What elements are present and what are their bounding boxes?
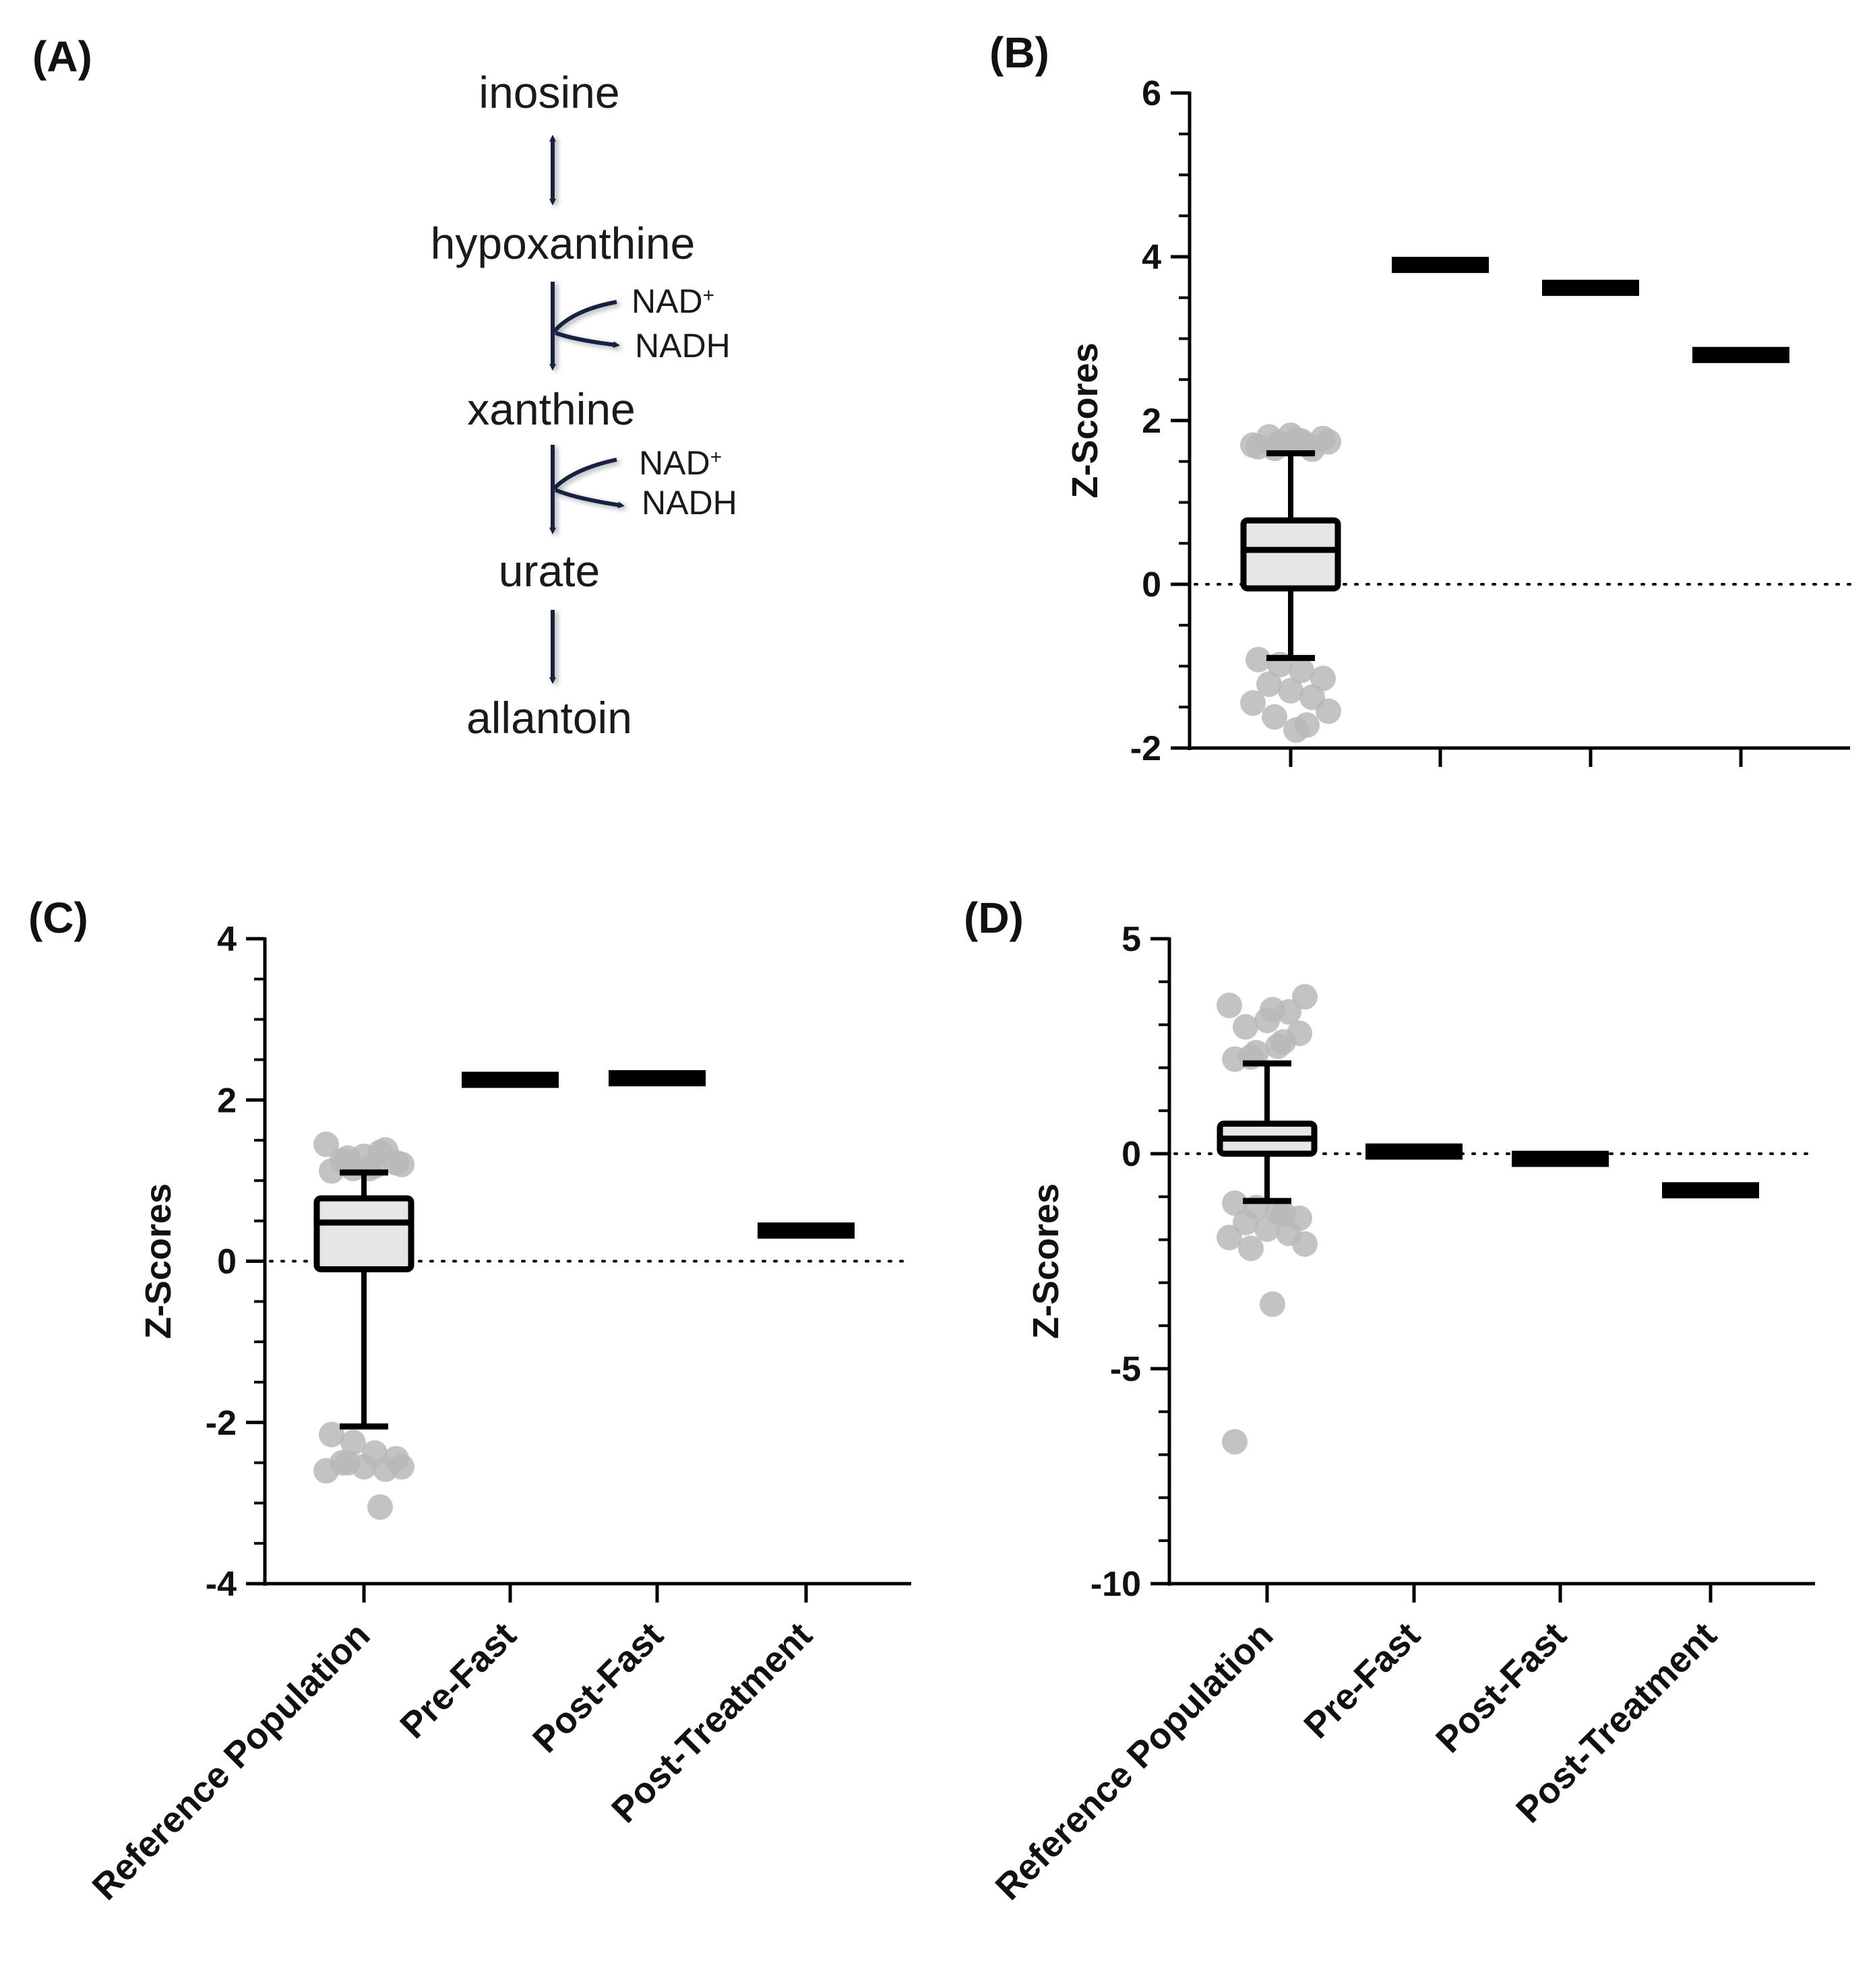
cofactor-nad-1: NAD+ <box>632 282 714 320</box>
outlier-point <box>1316 429 1341 455</box>
y-tick-label: 2 <box>217 1081 237 1120</box>
y-tick-label: 6 <box>1142 74 1161 113</box>
outlier-point <box>1310 665 1336 691</box>
cofactor-nadh-2: NADH <box>642 484 737 522</box>
outlier-point <box>1256 671 1282 697</box>
category-label: Post-Fast <box>1428 1615 1574 1760</box>
y-tick-label: -2 <box>206 1404 237 1443</box>
metabolite-inosine: inosine <box>479 67 619 117</box>
y-axis-title: Z-Scores <box>138 1183 179 1339</box>
outlier-point <box>1238 1235 1264 1262</box>
outlier-point <box>313 1131 339 1158</box>
outlier-point <box>1217 992 1242 1018</box>
outlier-point <box>335 1145 361 1171</box>
metabolite-urate: urate <box>499 546 600 596</box>
outlier-point <box>1217 1224 1242 1251</box>
outlier-point <box>1270 1201 1296 1227</box>
reference-box <box>1240 517 1341 592</box>
outlier-point <box>1260 997 1285 1023</box>
outlier-point <box>367 1494 393 1520</box>
outlier-point <box>1278 677 1303 704</box>
panel-a-label: (A) <box>32 32 92 81</box>
cofactor-in-arrow-icon <box>552 300 617 334</box>
category-label: Pre-Fast <box>392 1615 524 1746</box>
outlier-point <box>1246 646 1271 673</box>
outlier-point <box>1254 1216 1280 1242</box>
outlier-point <box>1240 690 1266 716</box>
y-tick-label: 5 <box>1122 920 1141 959</box>
y-tick-label: -10 <box>1091 1565 1141 1604</box>
outlier-point <box>335 1450 361 1476</box>
panel-d-chart: (D) -10 -5 0 5 Z-Scores Reference Population Pr… <box>964 894 1816 1908</box>
category-label: Reference Population <box>85 1615 378 1908</box>
outlier-point <box>319 1421 344 1448</box>
outlier-point <box>1233 1210 1258 1236</box>
outlier-point <box>1233 1014 1258 1040</box>
outlier-point <box>1289 657 1314 683</box>
panel-b-chart: (B) -2 0 2 4 6 Z-Scores <box>989 28 1851 768</box>
cofactor-out-arrow-icon <box>554 488 625 509</box>
cofactor-in-arrow-icon <box>552 458 617 491</box>
panel-label: (D) <box>964 894 1024 942</box>
outlier-point <box>1283 427 1309 454</box>
outlier-point <box>1292 984 1318 1010</box>
metabolite-hypoxanthine: hypoxanthine <box>431 218 696 268</box>
outlier-point <box>313 1458 339 1484</box>
y-axis-title: Z-Scores <box>1065 342 1105 498</box>
y-tick-label: 4 <box>1142 238 1161 277</box>
panel-c-chart: (C) -4 -2 0 2 4 Z-Scores Reference Population Pr… <box>28 894 913 1908</box>
y-tick-label: -5 <box>1110 1350 1141 1389</box>
outlier-point <box>357 1155 382 1181</box>
category-label: Pre-Fast <box>1296 1615 1427 1746</box>
outlier-point <box>1262 704 1287 730</box>
outlier-point <box>1222 1190 1248 1216</box>
outlier-point <box>1283 717 1309 743</box>
cofactor-nad-2: NAD+ <box>639 444 722 482</box>
cofactor-out-arrow-icon <box>554 331 620 348</box>
y-tick-label: 4 <box>217 920 237 959</box>
y-axis-title: Z-Scores <box>1026 1183 1066 1339</box>
reference-box <box>313 1195 414 1272</box>
outlier-point <box>1292 1231 1318 1257</box>
outlier-point <box>1222 1429 1248 1455</box>
outlier-point <box>1270 1029 1296 1055</box>
panel-label: (C) <box>28 894 88 942</box>
y-tick-label: 0 <box>217 1243 237 1282</box>
y-tick-label: 0 <box>1142 565 1161 604</box>
outlier-point <box>1240 432 1266 458</box>
outlier-point <box>389 1151 414 1177</box>
outlier-point <box>1260 1291 1285 1317</box>
y-tick-label: 0 <box>1122 1135 1141 1174</box>
outlier-point <box>1316 698 1341 724</box>
metabolite-xanthine: xanthine <box>467 384 636 434</box>
outlier-point <box>340 1429 366 1456</box>
y-tick-label: 2 <box>1142 402 1161 441</box>
y-tick-label: -4 <box>206 1565 237 1604</box>
y-tick-label: -2 <box>1130 729 1161 768</box>
outlier-point <box>389 1454 414 1480</box>
category-label: Post-Fast <box>525 1615 671 1760</box>
metabolite-allantoin: allantoin <box>466 693 632 743</box>
panel-label: (B) <box>989 28 1049 77</box>
cofactor-nadh-1: NADH <box>635 327 731 365</box>
panel-a-pathway: (A) inosine hypoxanthine xanthine urate … <box>32 32 737 743</box>
category-label: Reference Population <box>988 1615 1281 1908</box>
